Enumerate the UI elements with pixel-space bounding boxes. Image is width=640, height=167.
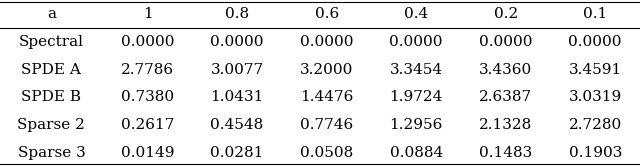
Text: 3.2000: 3.2000 bbox=[300, 63, 353, 77]
Text: a: a bbox=[47, 7, 56, 21]
Text: 0.4548: 0.4548 bbox=[211, 118, 264, 132]
Text: 0.0000: 0.0000 bbox=[300, 35, 353, 49]
Text: 3.4591: 3.4591 bbox=[568, 63, 622, 77]
Text: 1.2956: 1.2956 bbox=[390, 118, 443, 132]
Text: 2.7280: 2.7280 bbox=[568, 118, 622, 132]
Text: 3.0077: 3.0077 bbox=[211, 63, 264, 77]
Text: 2.1328: 2.1328 bbox=[479, 118, 532, 132]
Text: 2.6387: 2.6387 bbox=[479, 90, 532, 104]
Text: 0.1903: 0.1903 bbox=[568, 146, 622, 160]
Text: 3.3454: 3.3454 bbox=[390, 63, 443, 77]
Text: 3.0319: 3.0319 bbox=[568, 90, 622, 104]
Text: 0.2: 0.2 bbox=[493, 7, 518, 21]
Text: 0.0000: 0.0000 bbox=[568, 35, 622, 49]
Text: 0.0508: 0.0508 bbox=[300, 146, 353, 160]
Text: 2.7786: 2.7786 bbox=[121, 63, 174, 77]
Text: 0.6: 0.6 bbox=[314, 7, 339, 21]
Text: Sparse 2: Sparse 2 bbox=[17, 118, 85, 132]
Text: 0.0000: 0.0000 bbox=[479, 35, 532, 49]
Text: 0.2617: 0.2617 bbox=[121, 118, 174, 132]
Text: Spectral: Spectral bbox=[19, 35, 84, 49]
Text: 0.0000: 0.0000 bbox=[389, 35, 443, 49]
Text: 0.0281: 0.0281 bbox=[211, 146, 264, 160]
Text: 1.4476: 1.4476 bbox=[300, 90, 353, 104]
Text: 1: 1 bbox=[143, 7, 152, 21]
Text: 0.0884: 0.0884 bbox=[390, 146, 443, 160]
Text: 1.9724: 1.9724 bbox=[390, 90, 443, 104]
Text: 0.7380: 0.7380 bbox=[121, 90, 174, 104]
Text: 0.0000: 0.0000 bbox=[211, 35, 264, 49]
Text: 0.1: 0.1 bbox=[583, 7, 607, 21]
Text: 0.0000: 0.0000 bbox=[121, 35, 174, 49]
Text: 0.7746: 0.7746 bbox=[300, 118, 353, 132]
Text: 0.1483: 0.1483 bbox=[479, 146, 532, 160]
Text: 0.8: 0.8 bbox=[225, 7, 249, 21]
Text: 0.0149: 0.0149 bbox=[121, 146, 174, 160]
Text: Sparse 3: Sparse 3 bbox=[17, 146, 85, 160]
Text: SPDE A: SPDE A bbox=[22, 63, 81, 77]
Text: 0.4: 0.4 bbox=[404, 7, 428, 21]
Text: SPDE B: SPDE B bbox=[21, 90, 81, 104]
Text: 3.4360: 3.4360 bbox=[479, 63, 532, 77]
Text: 1.0431: 1.0431 bbox=[211, 90, 264, 104]
